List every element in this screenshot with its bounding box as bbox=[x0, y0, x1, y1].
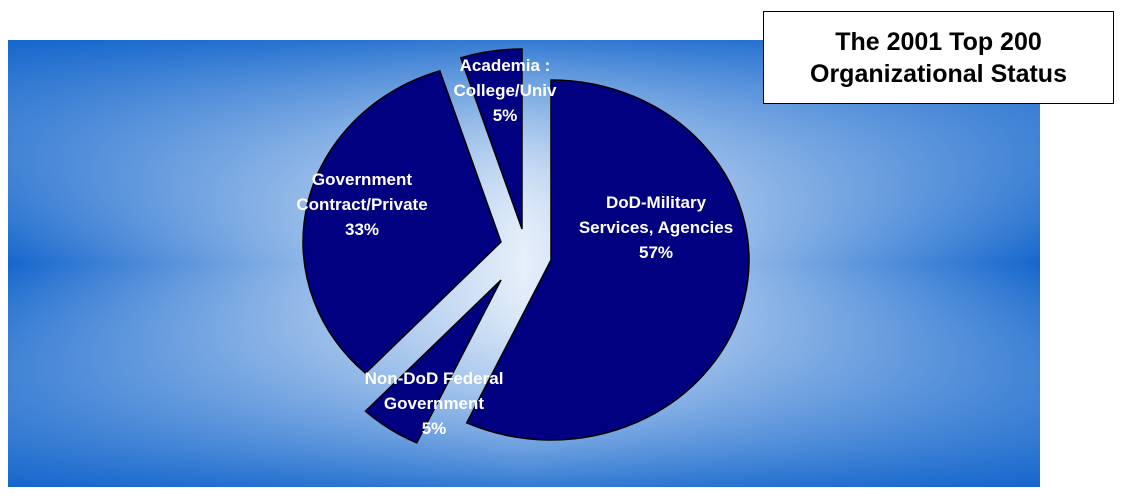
pie-slice-label-line: College/Univ bbox=[454, 81, 558, 100]
chart-title-box: The 2001 Top 200 Organizational Status bbox=[763, 11, 1114, 104]
pie-slice-label-line: 5% bbox=[422, 419, 447, 438]
pie-slice-label-line: 5% bbox=[493, 106, 518, 125]
pie-slice-4 bbox=[459, 48, 523, 230]
pie-slice-label-line: 33% bbox=[345, 220, 379, 239]
pie-slice-2 bbox=[364, 279, 502, 444]
pie-slice-1 bbox=[465, 79, 750, 441]
pie-slice-label-line: Non-DoD Federal bbox=[365, 369, 504, 388]
pie-slice-label-4: Academia : College/Univ 5% bbox=[454, 56, 558, 125]
pie-slice-label-line: 57% bbox=[639, 243, 673, 262]
chart-title-line-2: Organizational Status bbox=[810, 59, 1067, 88]
pie-slice-label-line: Academia : bbox=[460, 56, 551, 75]
pie-slice-label-line: Contract/Private bbox=[296, 195, 427, 214]
pie-slice-label-line: Services, Agencies bbox=[579, 218, 733, 237]
pie-slice-label-2: Non-DoD Federal Government 5% bbox=[365, 369, 504, 438]
pie-slice-label-3: Government Contract/Private 33% bbox=[296, 170, 427, 239]
chart-title-line-1: The 2001 Top 200 bbox=[835, 27, 1042, 56]
pie-slice-label-line: DoD-Military bbox=[606, 193, 707, 212]
pie-slice-label-1: DoD-Military Services, Agencies 57% bbox=[579, 193, 733, 262]
pie-slice-3 bbox=[302, 69, 502, 375]
pie-slice-label-line: Government bbox=[312, 170, 412, 189]
pie-slice-label-line: Government bbox=[384, 394, 484, 413]
